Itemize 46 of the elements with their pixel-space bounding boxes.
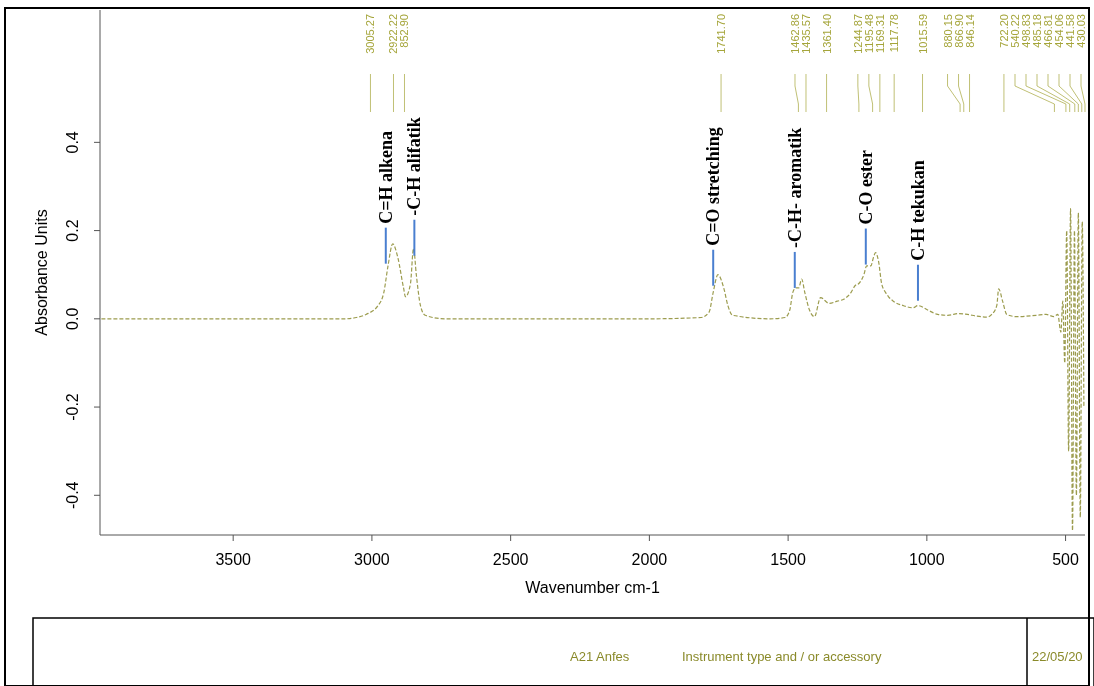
y-tick-label: -0.2 [64,393,81,421]
annotation: C-O ester [855,150,876,225]
annotation: 485.18 [1031,14,1043,48]
annotation: 846.14 [963,14,976,48]
x-tick-label: 1000 [909,551,945,568]
annotation: 1015.59 [916,14,929,54]
annotation: 1462.86 [788,14,801,54]
annotation: -C-H alifatik [404,117,425,216]
x-tick-label: 500 [1052,551,1080,568]
annotation: C-H tekukan [907,160,928,261]
x-tick-label: 2500 [492,551,529,568]
annotation: 1244.87 [851,14,864,54]
annotation: 852.90 [398,14,411,48]
y-tick-label: 0.0 [64,307,81,330]
annotation: 441.58 [1064,14,1076,48]
text: 22/05/20 [1032,649,1083,664]
annotation: 866.90 [952,14,965,48]
x-tick-label: 1500 [770,551,807,568]
x-tick-label: 3000 [354,551,390,568]
text: A21 Anfes [570,649,630,664]
annotation: 3005.27 [364,14,377,54]
annotation: 2922.22 [387,14,400,54]
x-tick-label: 2000 [631,551,668,568]
y-tick-label: 0.2 [64,219,81,242]
annotation: 454.06 [1053,14,1065,48]
annotation: 1361.40 [820,14,833,54]
annotation: 1117.78 [888,14,901,53]
annotation: -C-H- aromatik [784,127,805,248]
annotation: C=O stretching [703,127,724,246]
y-axis-title: Absorbance Units [33,209,50,336]
annotation: 722.20 [997,14,1010,48]
annotation: 498.83 [1020,14,1032,48]
annotation: 1169.31 [873,14,886,53]
annotation: 1195.48 [862,14,875,53]
text: Instrument type and / or accessory [682,649,882,664]
y-tick-label: 0.4 [64,131,81,154]
x-axis-title: Wavenumber cm-1 [525,579,660,596]
annotation: 1741.70 [715,14,728,54]
annotation: 540.22 [1009,14,1021,48]
annotation: 466.81 [1042,14,1054,48]
annotation: C=H alkena [375,130,396,224]
annotation: 880.15 [941,14,954,48]
y-tick-label: -0.4 [64,481,81,510]
annotation: 1435.57 [799,14,812,54]
annotation: 430.03 [1075,14,1087,48]
x-tick-label: 3500 [215,551,252,568]
